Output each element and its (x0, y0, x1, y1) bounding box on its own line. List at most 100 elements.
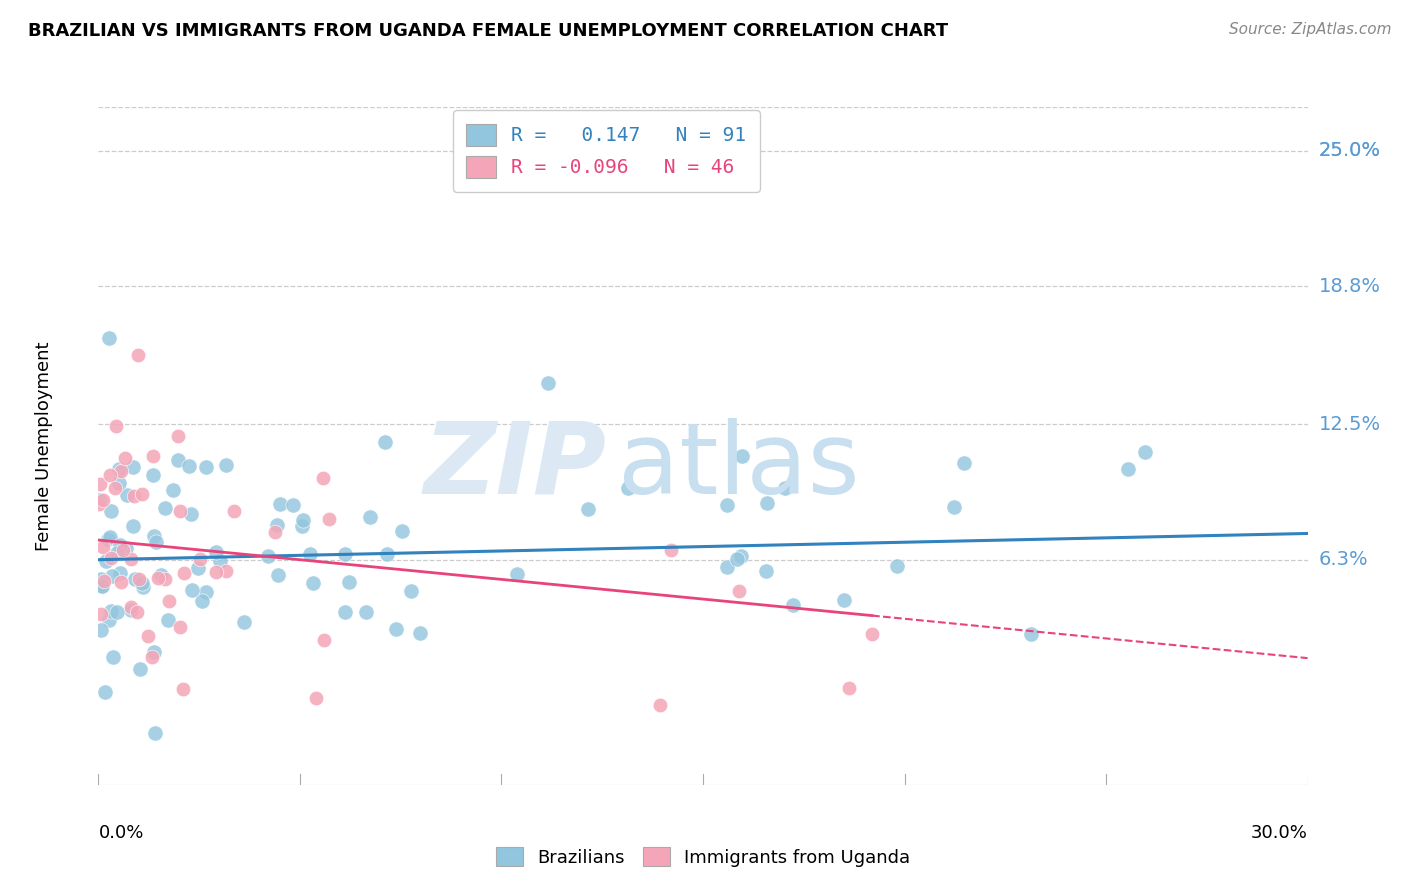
Point (124, 489, 146, 503)
Point (89, 476, 111, 491)
Point (110, 538, 132, 552)
Point (180, 583, 202, 598)
Point (173, 566, 195, 580)
Text: 18.8%: 18.8% (1319, 277, 1381, 296)
Point (100, 604, 122, 618)
Point (141, 650, 163, 665)
Point (832, 593, 855, 607)
Point (263, 525, 285, 540)
Point (91, 578, 114, 592)
Text: 25.0%: 25.0% (1319, 141, 1381, 161)
Point (121, 519, 143, 533)
Point (267, 567, 290, 582)
Point (374, 434, 396, 449)
Text: atlas: atlas (619, 417, 860, 515)
Point (90, 607, 112, 621)
Point (257, 549, 280, 563)
Point (125, 605, 148, 619)
Point (159, 593, 181, 607)
Point (108, 476, 131, 491)
Point (312, 471, 335, 485)
Point (1133, 444, 1156, 458)
Point (110, 566, 132, 581)
Text: Source: ZipAtlas.com: Source: ZipAtlas.com (1229, 22, 1392, 37)
Point (167, 453, 190, 467)
Point (661, 542, 683, 557)
Point (93, 685, 115, 699)
Text: BRAZILIAN VS IMMIGRANTS FROM UGANDA FEMALE UNEMPLOYMENT CORRELATION CHART: BRAZILIAN VS IMMIGRANTS FROM UGANDA FEMA… (28, 22, 948, 40)
Legend: Brazilians, Immigrants from Uganda: Brazilians, Immigrants from Uganda (488, 840, 918, 874)
Point (1116, 462, 1139, 476)
Point (169, 504, 191, 518)
Point (142, 449, 165, 463)
Point (385, 622, 408, 636)
Text: 30.0%: 30.0% (1251, 824, 1308, 842)
Point (105, 546, 128, 560)
Point (111, 543, 134, 558)
Point (91, 579, 114, 593)
Point (143, 644, 166, 658)
Point (716, 560, 738, 574)
Point (190, 593, 212, 607)
Point (727, 583, 749, 598)
Point (333, 606, 356, 620)
Point (104, 419, 127, 434)
Point (150, 568, 173, 582)
Point (100, 503, 122, 517)
Point (266, 517, 288, 532)
Point (356, 605, 378, 619)
Point (195, 585, 218, 599)
Point (942, 500, 965, 514)
Point (96, 554, 118, 568)
Text: ZIP: ZIP (423, 417, 606, 515)
Point (131, 486, 153, 500)
Point (195, 459, 218, 474)
Point (101, 650, 124, 665)
Point (222, 504, 245, 518)
Point (98, 467, 121, 482)
Point (755, 495, 778, 509)
Point (110, 575, 132, 590)
Point (576, 501, 599, 516)
Point (172, 681, 194, 696)
Point (90, 623, 112, 637)
Point (838, 681, 860, 695)
Point (145, 534, 167, 549)
Point (281, 498, 304, 512)
Point (409, 626, 432, 640)
Point (188, 552, 211, 566)
Point (96, 532, 118, 546)
Point (953, 456, 976, 470)
Text: Female Unemployment: Female Unemployment (35, 342, 53, 550)
Point (93, 574, 115, 588)
Point (716, 499, 738, 513)
Point (377, 547, 399, 561)
Point (124, 572, 146, 586)
Legend: R =   0.147   N = 91, R = -0.096   N = 46: R = 0.147 N = 91, R = -0.096 N = 46 (453, 110, 759, 192)
Point (148, 571, 170, 585)
Point (115, 541, 138, 555)
Point (122, 459, 145, 474)
Point (314, 633, 336, 648)
Point (97, 613, 120, 627)
Point (143, 725, 166, 739)
Point (536, 376, 558, 391)
Point (157, 613, 180, 627)
Point (269, 497, 291, 511)
Point (391, 524, 413, 538)
Point (128, 662, 150, 676)
Point (89, 493, 111, 508)
Point (204, 565, 226, 579)
Point (120, 552, 142, 566)
Point (292, 513, 315, 527)
Point (153, 500, 176, 515)
Point (337, 574, 360, 589)
Point (167, 429, 190, 443)
Point (617, 481, 640, 495)
Point (104, 481, 127, 495)
Point (399, 583, 422, 598)
Point (120, 600, 142, 615)
Point (773, 481, 796, 495)
Point (860, 627, 883, 641)
Point (91, 493, 114, 508)
